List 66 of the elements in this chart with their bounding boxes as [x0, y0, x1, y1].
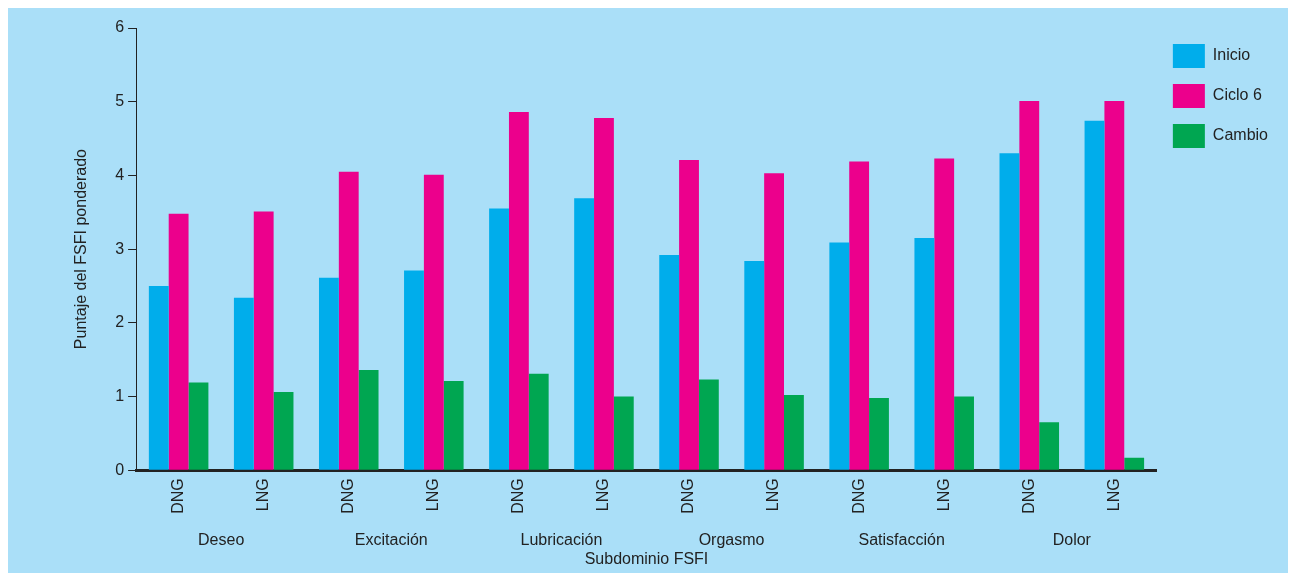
y-axis-title: Puntaje del FSFI ponderado: [72, 148, 90, 350]
bar: [999, 153, 1020, 470]
x-tick-label: LNG: [764, 478, 782, 512]
y-tick-label: 4: [115, 165, 125, 183]
bar: [253, 211, 274, 470]
bar: [574, 198, 595, 470]
x-tick-label: DNG: [509, 478, 527, 514]
x-tick-label: DNG: [849, 478, 867, 514]
bar: [659, 255, 680, 470]
bar: [443, 381, 464, 470]
bar: [698, 379, 719, 470]
bar: [404, 270, 424, 470]
bar: [338, 171, 359, 470]
bar: [914, 238, 935, 470]
text: Satisfacción: [858, 530, 945, 548]
y-tick-label: 5: [115, 92, 125, 110]
x-axis-title: Subdominio FSFI: [584, 549, 709, 567]
bar: [528, 373, 549, 470]
x-tick-label: LNG: [1104, 478, 1122, 512]
legend-label: Inicio: [1212, 46, 1251, 64]
bar: [273, 392, 294, 470]
bar: [188, 382, 209, 470]
x-tick-label: DNG: [339, 478, 357, 514]
x-tick-label: LNG: [424, 478, 442, 512]
bar: [1104, 100, 1125, 470]
bar: [784, 395, 804, 470]
bar: [148, 285, 169, 470]
bar: [744, 260, 765, 470]
text: Orgasmo: [698, 530, 765, 548]
x-tick-label: DNG: [679, 478, 697, 514]
legend-label: Ciclo 6: [1212, 86, 1262, 104]
text: Excitación: [354, 530, 428, 548]
bar: [764, 173, 784, 470]
y-tick-label: 3: [115, 239, 125, 257]
bar: [508, 112, 529, 470]
x-tick-label: LNG: [254, 478, 272, 512]
y-tick-label: 6: [115, 18, 125, 36]
bar: [613, 396, 634, 470]
bar: [1019, 100, 1040, 470]
bar: [594, 117, 614, 470]
bar: [358, 370, 379, 470]
x-tick-label: DNG: [1019, 478, 1037, 514]
bar: [233, 297, 254, 470]
bar: [829, 242, 850, 470]
x-tick-label: DNG: [169, 478, 187, 514]
x-tick-label: LNG: [594, 478, 612, 512]
bar: [869, 398, 889, 470]
text: Deseo: [198, 530, 245, 548]
bar: [423, 174, 444, 470]
bar: [679, 159, 699, 470]
bar: [489, 208, 509, 470]
bar: [954, 396, 974, 470]
text: Dolor: [1052, 530, 1092, 548]
y-tick-label: 0: [115, 460, 125, 478]
bar: [1039, 422, 1060, 470]
bar: [1084, 120, 1105, 470]
y-tick-label: 2: [115, 313, 125, 331]
x-tick-label: LNG: [934, 478, 952, 512]
bar: [318, 277, 339, 470]
y-tick-label: 1: [115, 386, 125, 404]
bar: [934, 158, 955, 470]
bar: [1124, 457, 1145, 470]
bar: [849, 161, 870, 470]
text: Lubricación: [520, 530, 603, 548]
bar: [168, 213, 189, 470]
legend-label: Cambio: [1212, 126, 1269, 144]
